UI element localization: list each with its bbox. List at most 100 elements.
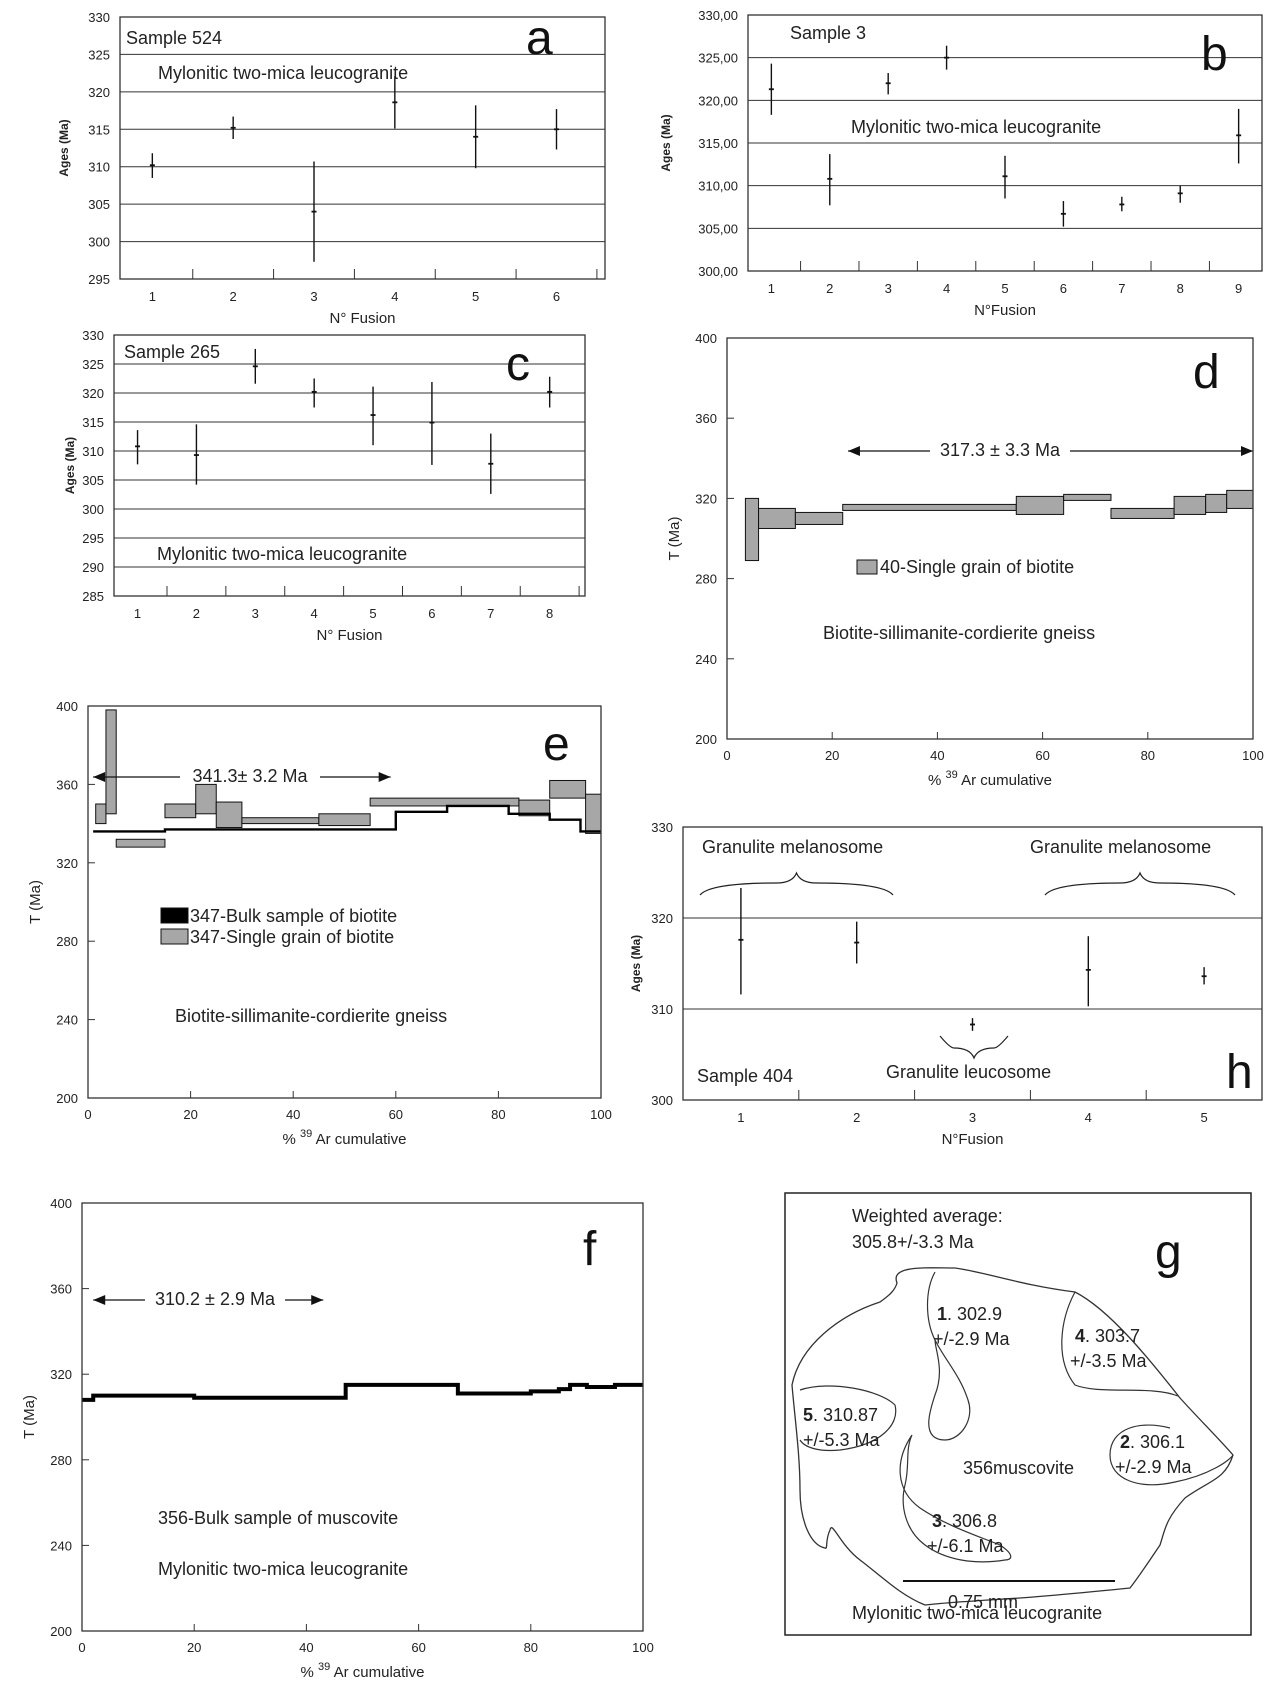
e-plateau-arrowhead-left [93, 772, 106, 782]
c-y-tick-label: 320 [82, 386, 104, 401]
panel-g-frame [784, 1192, 1252, 1636]
b-x-tick-label: 3 [885, 281, 892, 296]
c-x-tick-label: 3 [252, 606, 259, 621]
e-panel-letter: e [543, 718, 570, 771]
e-single-grain-step [215, 801, 243, 829]
a-x-tick-label: 5 [472, 289, 479, 304]
c-y-tick-label: 315 [82, 415, 104, 430]
d-y-tick-label: 240 [695, 652, 717, 667]
b-x-tick-label: 6 [1060, 281, 1067, 296]
d-y-tick-label: 320 [695, 491, 717, 506]
d-y-axis-label: T (Ma) [666, 517, 683, 561]
b-y-tick-label: 325,00 [698, 51, 738, 66]
a-plot-frame [119, 16, 606, 280]
grain-3-outline [899, 1434, 1012, 1563]
c-annotation: Mylonitic two-mica leucogranite [157, 544, 407, 564]
f-x-tick-label: 100 [632, 1640, 654, 1655]
c-x-tick-label: 4 [311, 606, 318, 621]
f-y-tick-label: 360 [50, 1282, 72, 1297]
a-annotation: Mylonitic two-mica leucogranite [158, 63, 408, 83]
panel-g-letter: g [1155, 1226, 1182, 1279]
c-x-tick-label: 1 [134, 606, 141, 621]
panel-f-group: 400 360 320 280 240 200 0 20 40 60 80 100 % 39 Ar cu… [21, 1196, 654, 1681]
e-x-tick-label: 80 [491, 1107, 505, 1122]
e-single-grain-step [195, 783, 217, 815]
f-y-axis-label: T (Ma) [21, 1395, 38, 1439]
grain-5-label: 5. 310.87 +/-5.3 Ma [803, 1405, 881, 1450]
panel-g-rock-label: Mylonitic two-mica leucogranite [852, 1603, 1102, 1623]
a-y-tick-label: 295 [88, 272, 110, 287]
b-y-tick-label: 315,00 [698, 136, 738, 151]
e-single-grain-step [585, 793, 602, 834]
panel-c-group: 330 325 320 315 310 305 300 295 290 285 1 2 3 4 5 6 7 8 N°… [63, 328, 585, 644]
panel-a-group: 330 325 320 315 310 305 300 295 1 2 3 4 5 6 N° Fusion A… [57, 10, 605, 327]
c-panel-letter: c [506, 338, 530, 391]
scale-bar-label: 0.75 mm [948, 1592, 1018, 1612]
e-annotation: Biotite-sillimanite-cordierite gneiss [175, 1006, 447, 1026]
h-brace-leucosome [939, 1035, 1009, 1060]
svg-text:+/-5.3 Ma: +/-5.3 Ma [803, 1430, 881, 1450]
a-x-tick-label: 3 [310, 289, 317, 304]
d-plot-frame [726, 337, 1254, 740]
f-bulk-sample-spectrum [82, 1382, 643, 1402]
panel-h-group: 330 320 310 300 1 2 3 4 5 N°Fusion Ages (Ma) Sample… [629, 820, 1262, 1148]
grain-3-label: 3. 306.8 +/-6.1 Ma [927, 1511, 1005, 1556]
e-single-grain-step [318, 813, 371, 827]
b-y-tick-label: 310,00 [698, 179, 738, 194]
h-x-tick-label: 2 [853, 1110, 860, 1125]
f-y-tick-label: 240 [50, 1538, 72, 1553]
e-x-tick-label: 40 [286, 1107, 300, 1122]
c-x-tick-label: 2 [193, 606, 200, 621]
panel-g: Weighted average: 305.8+/-3.3 Ma g 5. 31… [784, 1192, 1252, 1636]
d-annotation: Biotite-sillimanite-cordierite gneiss [823, 623, 1095, 643]
d-step-box [1226, 489, 1254, 509]
svg-text:+/-6.1 Ma: +/-6.1 Ma [927, 1536, 1005, 1556]
e-x-tick-label: 100 [590, 1107, 612, 1122]
a-y-tick-label: 310 [88, 160, 110, 175]
c-y-tick-label: 305 [82, 473, 104, 488]
h-y-tick-label: 310 [651, 1002, 673, 1017]
c-x-axis-label: N° Fusion [316, 627, 382, 644]
h-y-tick-label: 320 [651, 911, 673, 926]
f-plateau-arrowhead-left [93, 1295, 106, 1305]
h-x-tick-label: 3 [969, 1110, 976, 1125]
e-single-grain-step [105, 709, 117, 815]
c-y-tick-label: 325 [82, 357, 104, 372]
d-x-axis-label: % 39 Ar cumulative [928, 769, 1052, 789]
h-x-tick-label: 4 [1085, 1110, 1092, 1125]
e-x-tick-label: 60 [389, 1107, 403, 1122]
a-sample-label: Sample 524 [126, 28, 222, 48]
c-y-tick-label: 290 [82, 560, 104, 575]
grain-4-outline [1061, 1291, 1179, 1397]
d-x-tick-label: 100 [1242, 748, 1264, 763]
b-y-tick-label: 330,00 [698, 8, 738, 23]
f-legend-label: 356-Bulk sample of muscovite [158, 1508, 398, 1528]
h-y-tick-label: 330 [651, 820, 673, 835]
d-x-tick-label: 20 [825, 748, 839, 763]
d-x-tick-label: 40 [930, 748, 944, 763]
e-bulk-sample-spectrum [93, 804, 601, 833]
b-y-axis-label: Ages (Ma) [659, 114, 673, 171]
d-plateau-label: 317.3 ± 3.3 Ma [940, 440, 1061, 460]
panel-b-group: 330,00 325,00 320,00 315,00 310,00 305,00 300,… [659, 8, 1262, 319]
panel-g-weighted-value: 305.8+/-3.3 Ma [852, 1232, 975, 1252]
f-x-axis-label: % 39 Ar cumulative [301, 1661, 425, 1681]
h-plot-frame [682, 826, 1263, 1101]
c-x-tick-label: 8 [546, 606, 553, 621]
d-x-tick-label: 80 [1141, 748, 1155, 763]
e-x-tick-label: 0 [84, 1107, 91, 1122]
d-step-box [1205, 493, 1228, 513]
e-legend-label-bulk: 347-Bulk sample of biotite [190, 906, 397, 926]
c-x-tick-label: 6 [428, 606, 435, 621]
c-y-tick-label: 330 [82, 328, 104, 343]
a-y-axis-label: Ages (Ma) [57, 119, 71, 176]
e-y-tick-label: 200 [56, 1091, 78, 1106]
d-y-tick-label: 400 [695, 331, 717, 346]
d-y-tick-label: 360 [695, 411, 717, 426]
h-y-tick-label: 300 [651, 1093, 673, 1108]
b-panel-letter: b [1201, 28, 1228, 81]
d-step-box [1110, 507, 1175, 519]
svg-text:4. 303.7: 4. 303.7 [1075, 1326, 1140, 1346]
b-plot-frame [747, 14, 1263, 272]
